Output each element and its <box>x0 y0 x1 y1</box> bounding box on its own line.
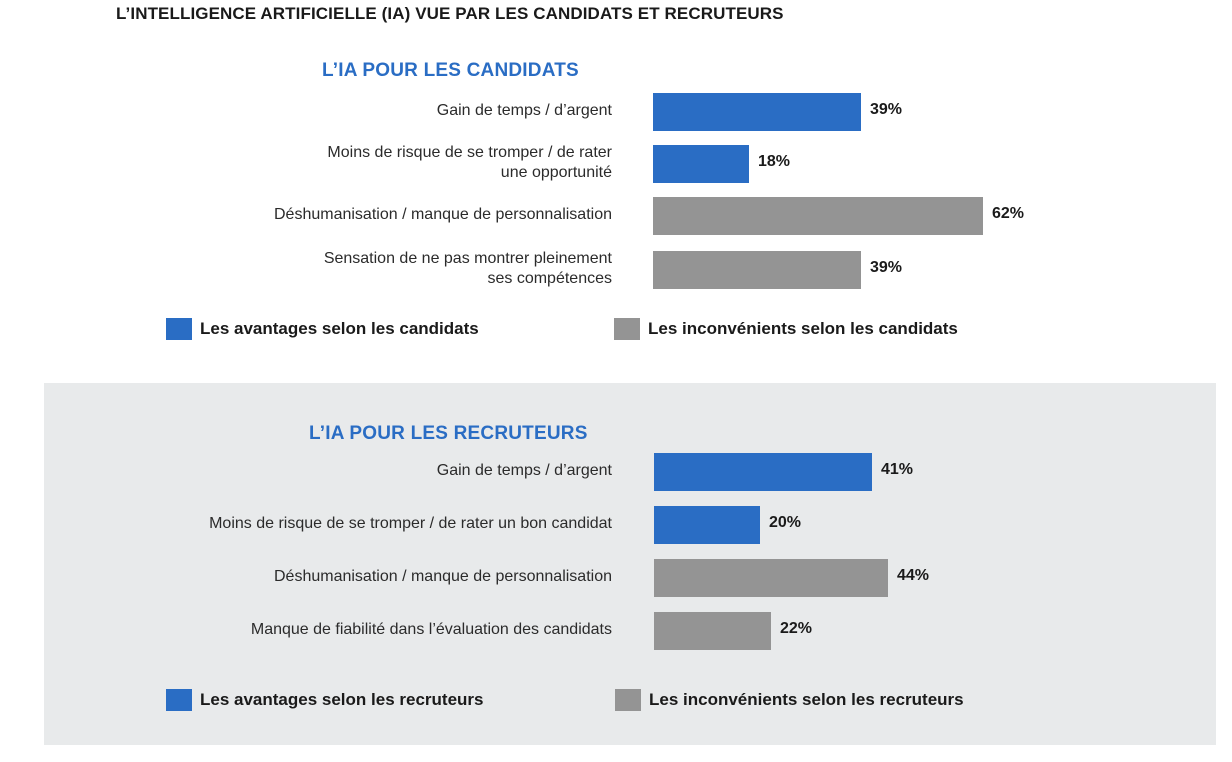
bar-recruteurs-4 <box>654 612 771 650</box>
category-label-recruteurs-2: Moins de risque de se tromper / de rater… <box>209 515 612 532</box>
bar-candidats-3 <box>653 197 983 235</box>
chart-title-recruteurs: L’IA POUR LES RECRUTEURS <box>309 423 588 444</box>
legend-label: Les inconvénients selon les candidats <box>648 319 958 338</box>
value-label-recruteurs-4: 22% <box>780 620 813 637</box>
category-label-recruteurs-1: Gain de temps / d’argent <box>436 462 612 479</box>
value-label-recruteurs-2: 20% <box>769 514 802 531</box>
category-label-candidats-4: Sensation de ne pas montrer pleinement se… <box>323 250 612 287</box>
legend-label: Les avantages selon les recruteurs <box>200 690 484 709</box>
value-label-candidats-4: 39% <box>870 259 903 276</box>
legend-item-candidats-1: Les avantages selon les candidats <box>166 318 479 340</box>
value-label-candidats-1: 39% <box>870 101 903 118</box>
category-label-candidats-1: Gain de temps / d’argent <box>436 102 612 119</box>
value-label-recruteurs-1: 41% <box>881 461 914 478</box>
legend-item-recruteurs-1: Les avantages selon les recruteurs <box>166 689 483 711</box>
category-label-recruteurs-3: Déshumanisation / manque de personnalisa… <box>274 568 612 585</box>
legend-item-candidats-2: Les inconvénients selon les candidats <box>614 318 958 340</box>
page-title: L’INTELLIGENCE ARTIFICIELLE (IA) VUE PAR… <box>116 4 784 23</box>
chart-panel-recruteurs: L’IA POUR LES RECRUTEURS Gain de temps /… <box>44 383 1216 745</box>
category-label-recruteurs-4: Manque de fiabilité dans l’évaluation de… <box>250 621 612 638</box>
legend-swatch <box>166 689 192 711</box>
value-label-candidats-3: 62% <box>992 205 1025 222</box>
chart-title-candidats: L’IA POUR LES CANDIDATS <box>322 60 579 81</box>
legend-swatch <box>614 318 640 340</box>
value-label-recruteurs-3: 44% <box>897 567 930 584</box>
chart-panel-candidats: L’IA POUR LES CANDIDATS Gain de temps / … <box>0 0 1232 380</box>
value-label-candidats-2: 18% <box>758 153 791 170</box>
bar-candidats-1 <box>653 93 861 131</box>
category-label-candidats-2: Moins de risque de se tromper / de rater… <box>327 144 612 181</box>
bar-recruteurs-1 <box>654 453 872 491</box>
legend-label: Les avantages selon les candidats <box>200 319 479 338</box>
legend-label: Les inconvénients selon les recruteurs <box>649 690 964 709</box>
legend-item-recruteurs-2: Les inconvénients selon les recruteurs <box>615 689 964 711</box>
legend-swatch <box>615 689 641 711</box>
bar-candidats-4 <box>653 251 861 289</box>
bar-candidats-2 <box>653 145 749 183</box>
legend-swatch <box>166 318 192 340</box>
category-label-candidats-3: Déshumanisation / manque de personnalisa… <box>274 206 612 223</box>
bar-recruteurs-2 <box>654 506 760 544</box>
bar-recruteurs-3 <box>654 559 888 597</box>
